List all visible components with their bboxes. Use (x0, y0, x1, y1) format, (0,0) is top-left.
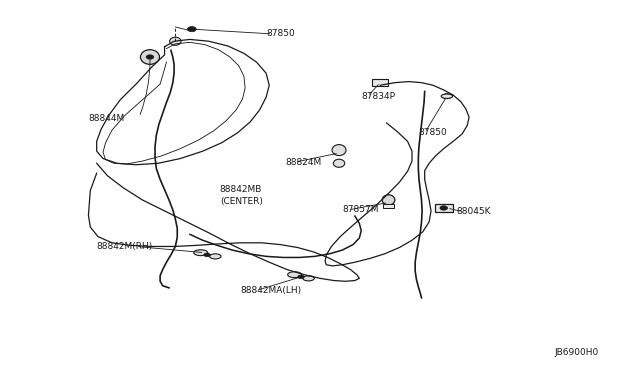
Ellipse shape (382, 195, 395, 205)
Text: 88842MB: 88842MB (220, 185, 262, 194)
Circle shape (204, 253, 211, 257)
Ellipse shape (332, 145, 346, 155)
Ellipse shape (287, 272, 301, 278)
Text: 88824M: 88824M (285, 158, 321, 167)
Bar (383, 204, 394, 208)
Text: JB6900H0: JB6900H0 (555, 348, 599, 357)
Ellipse shape (210, 254, 221, 259)
Ellipse shape (140, 50, 159, 64)
Ellipse shape (441, 94, 452, 99)
Ellipse shape (194, 250, 208, 256)
Text: 88842MA(LH): 88842MA(LH) (241, 286, 302, 295)
Text: 88842M(RH): 88842M(RH) (97, 242, 153, 251)
Bar (372, 79, 388, 86)
Circle shape (146, 55, 154, 59)
Circle shape (440, 206, 447, 210)
Ellipse shape (303, 276, 314, 281)
Circle shape (188, 26, 196, 32)
Ellipse shape (170, 37, 181, 45)
Circle shape (442, 94, 451, 99)
Text: 88045K: 88045K (456, 207, 491, 216)
Text: 87857M: 87857M (342, 205, 379, 214)
Text: 87850: 87850 (419, 128, 447, 137)
Text: 87850: 87850 (266, 29, 295, 38)
Text: 87834P: 87834P (361, 92, 396, 101)
Text: 88844M: 88844M (88, 114, 125, 123)
Ellipse shape (333, 159, 345, 167)
Bar (435, 204, 452, 212)
Circle shape (298, 275, 304, 279)
Text: (CENTER): (CENTER) (220, 197, 262, 206)
